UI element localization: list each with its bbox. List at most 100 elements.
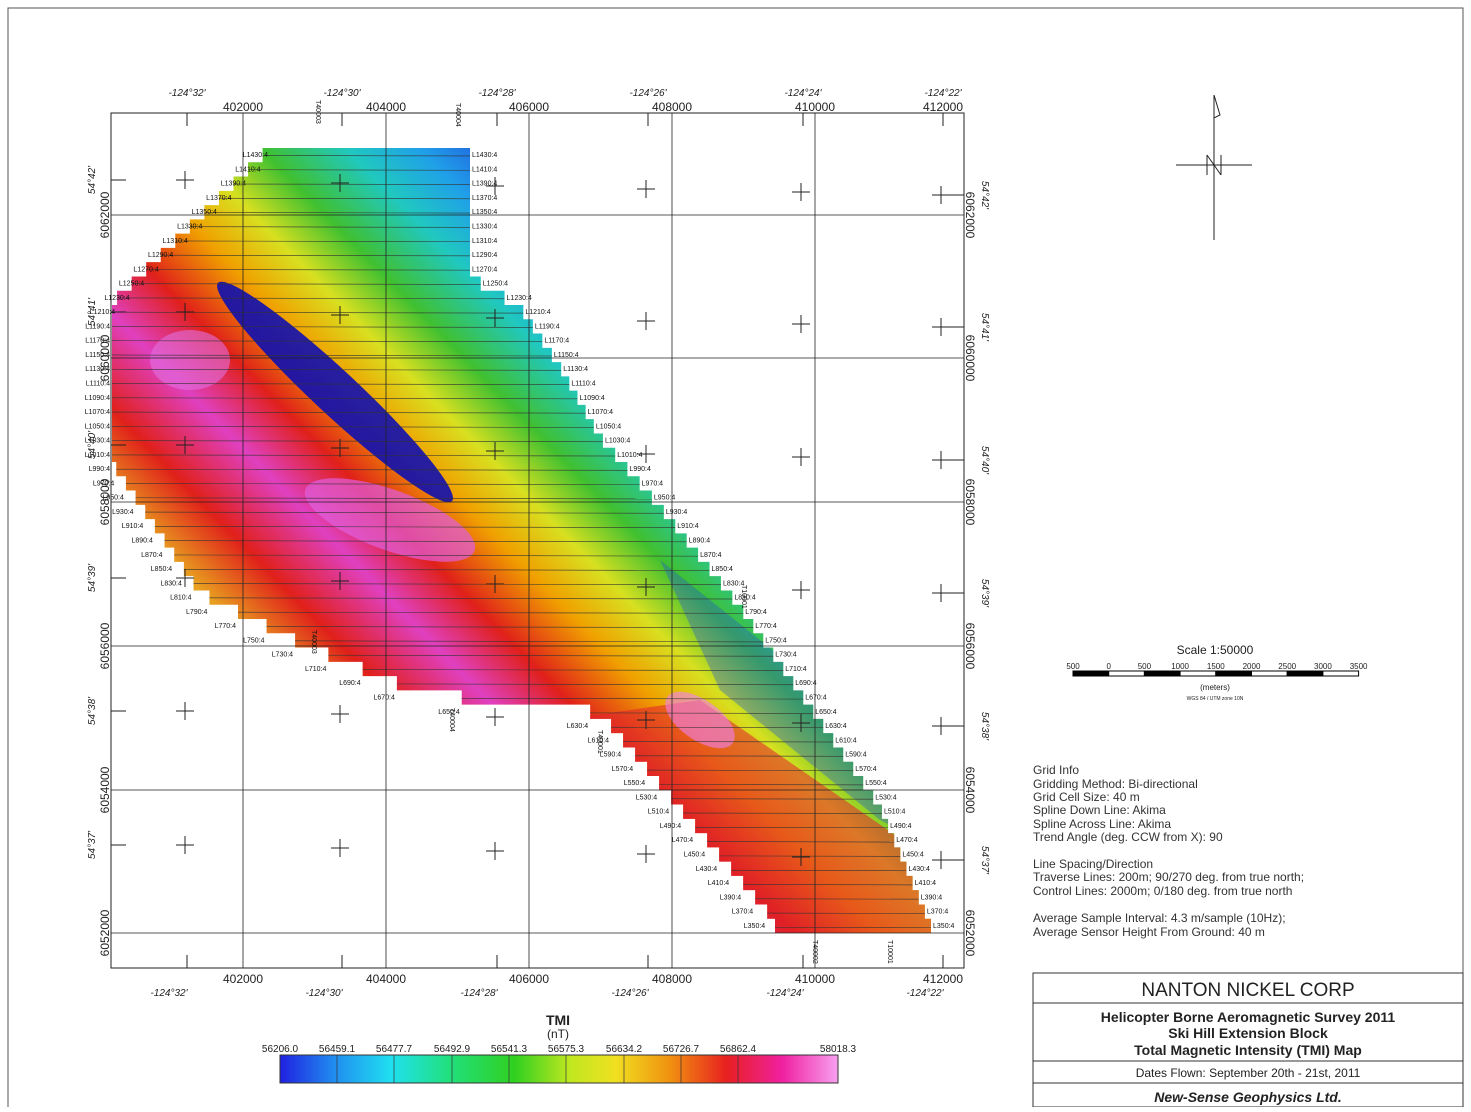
latitude-label: 54°41' bbox=[979, 313, 990, 342]
flight-line-label: L1430:4 bbox=[472, 152, 497, 159]
survey: Helicopter Borne Aeromagnetic Survey 201… bbox=[1101, 1009, 1396, 1025]
graticule-cross bbox=[637, 445, 655, 463]
flight-line-label: L490:4 bbox=[660, 823, 682, 830]
scale-segment bbox=[1252, 671, 1288, 676]
flight-line-label: L1310:4 bbox=[163, 238, 188, 245]
scale-label: 2000 bbox=[1243, 662, 1261, 671]
flight-line bbox=[100, 726, 980, 728]
latitude-label: 54°37' bbox=[979, 846, 990, 875]
flight-line-label: L550:4 bbox=[865, 780, 887, 787]
block: Ski Hill Extension Block bbox=[1168, 1025, 1328, 1041]
flight-line-label: L430:4 bbox=[908, 866, 930, 873]
flight-line-label: L430:4 bbox=[696, 866, 718, 873]
flight-line-label: L470:4 bbox=[672, 837, 694, 844]
tie-line-label: T40004 bbox=[454, 103, 461, 127]
flight-line-label: L1010:4 bbox=[617, 452, 642, 459]
flight-line-label: L630:4 bbox=[825, 723, 847, 730]
flight-line-label: L910:4 bbox=[677, 523, 699, 530]
flight-line-label: L1410:4 bbox=[472, 166, 497, 173]
flight-line-label: L1290:4 bbox=[148, 252, 173, 259]
longitude-label: -124°28' bbox=[478, 88, 516, 99]
legend-label: 56459.1 bbox=[319, 1044, 356, 1055]
legend-label: 56477.7 bbox=[376, 1044, 413, 1055]
latitude-label: 54°41' bbox=[87, 297, 98, 326]
flight-line-label: L850:4 bbox=[151, 566, 173, 573]
survey-grid bbox=[100, 140, 980, 940]
longitude-label: -124°30' bbox=[305, 988, 343, 999]
flight-line-label: L1310:4 bbox=[472, 238, 497, 245]
flight-line-label: L570:4 bbox=[855, 766, 877, 773]
graticule-cross bbox=[176, 171, 194, 189]
latitude-label: 54°39' bbox=[87, 563, 98, 592]
northing-label: 6058000 bbox=[98, 478, 112, 525]
longitude-label: -124°28' bbox=[460, 988, 498, 999]
scale-label: 500 bbox=[1066, 662, 1080, 671]
dates: Dates Flown: September 20th - 21st, 2011 bbox=[1136, 1066, 1361, 1080]
grid-info-line: Gridding Method: Bi-directional bbox=[1033, 777, 1198, 791]
easting-label: 410000 bbox=[795, 100, 835, 114]
scale-label: 3500 bbox=[1350, 662, 1368, 671]
flight-line-label: L1250:4 bbox=[119, 281, 144, 288]
graticule-cross bbox=[176, 836, 194, 854]
contractor: New-Sense Geophysics Ltd. bbox=[1154, 1089, 1342, 1105]
tie-line-label: T40003 bbox=[314, 100, 321, 124]
northing-label: 6056000 bbox=[963, 623, 977, 670]
northing-label: 6062000 bbox=[963, 192, 977, 239]
grid-info-line: Trend Angle (deg. CCW from X): 90 bbox=[1033, 830, 1223, 844]
flight-line-label: L610:4 bbox=[835, 737, 857, 744]
longitude-label: -124°26' bbox=[611, 988, 649, 999]
easting-label: 404000 bbox=[366, 972, 406, 986]
flight-line-label: L1110:4 bbox=[571, 381, 595, 388]
tie-line-label: T40001 bbox=[596, 730, 603, 754]
legend-label: 58018.3 bbox=[820, 1044, 857, 1055]
scale-datum: WGS 84 / UTM zone 10N bbox=[1187, 696, 1244, 702]
flight-line-label: L850:4 bbox=[712, 566, 734, 573]
grid-info-line: Control Lines: 2000m; 0/180 deg. from tr… bbox=[1033, 884, 1292, 898]
northing-label: 6062000 bbox=[98, 191, 112, 238]
flight-line-label: L650:4 bbox=[815, 709, 837, 716]
map-page: L1430:4L1430:4L1410:4L1410:4L1390:4L1390… bbox=[0, 0, 1471, 1107]
flight-line-label: L810:4 bbox=[170, 595, 192, 602]
graticule-cross bbox=[486, 708, 504, 726]
easting-label: 406000 bbox=[509, 972, 549, 986]
graticule-cross bbox=[932, 717, 950, 735]
northing-label: 6054000 bbox=[98, 766, 112, 813]
graticule-cross bbox=[637, 845, 655, 863]
scale-segment bbox=[1180, 671, 1216, 676]
flight-line-label: L1190:4 bbox=[535, 323, 560, 330]
longitude-label: -124°22' bbox=[906, 988, 944, 999]
easting-label: 402000 bbox=[223, 100, 263, 114]
longitude-label: -124°24' bbox=[784, 88, 822, 99]
scale-label: 500 bbox=[1138, 662, 1152, 671]
scale-segment bbox=[1109, 671, 1145, 676]
flight-line-label: L750:4 bbox=[243, 637, 265, 644]
graticule-cross bbox=[932, 584, 950, 602]
flight-line-label: L730:4 bbox=[775, 652, 797, 659]
tie-line-label: T40004 bbox=[448, 708, 455, 732]
flight-line-label: L890:4 bbox=[689, 538, 711, 545]
color-bar bbox=[280, 1055, 838, 1083]
scale-bar: 5000500100015002000250030003500 bbox=[1066, 662, 1368, 676]
latitude-label: 54°38' bbox=[979, 712, 990, 741]
legend-units: (nT) bbox=[547, 1027, 569, 1041]
latitude-label: 54°40' bbox=[87, 430, 98, 459]
flight-line-label: L1330:4 bbox=[177, 224, 202, 231]
scale-label: 2500 bbox=[1278, 662, 1296, 671]
tie-line-label: T40002 bbox=[811, 940, 818, 964]
flight-line-label: L350:4 bbox=[744, 923, 766, 930]
flight-line-label: L930:4 bbox=[112, 509, 134, 516]
flight-line-label: L710:4 bbox=[785, 666, 807, 673]
flight-line-label: L1070:4 bbox=[588, 409, 613, 416]
latitude-label: 54°40' bbox=[979, 446, 990, 475]
flight-line-label: L770:4 bbox=[215, 623, 237, 630]
northing-label: 6058000 bbox=[963, 479, 977, 526]
flight-line-label: L790:4 bbox=[745, 609, 767, 616]
flight-line-label: L870:4 bbox=[700, 552, 722, 559]
flight-line-label: L510:4 bbox=[884, 809, 906, 816]
easting-label: 410000 bbox=[795, 972, 835, 986]
latitude-label: 54°42' bbox=[979, 181, 990, 210]
flight-line-label: L790:4 bbox=[186, 609, 208, 616]
flight-line-label: L410:4 bbox=[708, 880, 730, 887]
